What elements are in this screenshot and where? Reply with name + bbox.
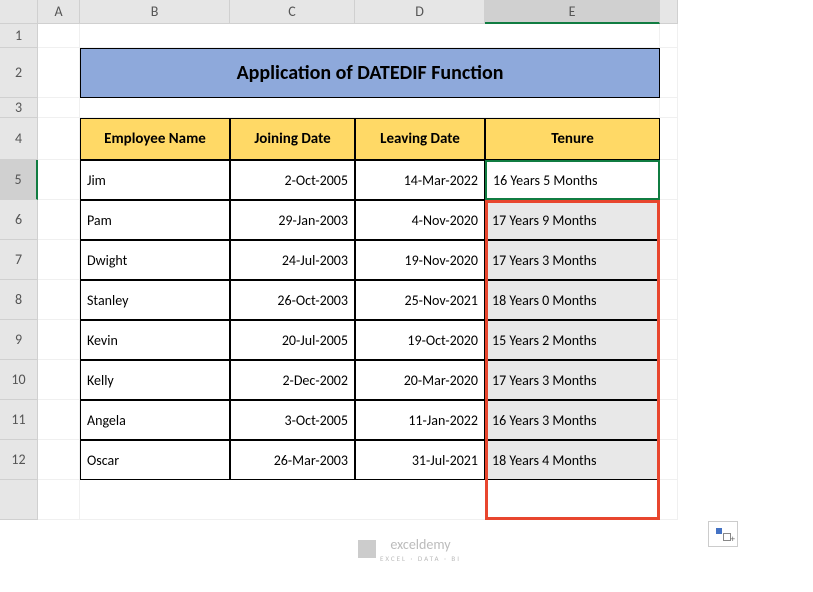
cell-c12[interactable]: 26-Mar-2003 <box>230 440 355 480</box>
cell-f7[interactable] <box>660 240 678 280</box>
cell-b6[interactable]: Pam <box>80 200 230 240</box>
cell-e8[interactable]: 18 Years 0 Months <box>485 280 660 320</box>
cell-a1[interactable] <box>38 24 80 48</box>
row-header-1[interactable]: 1 <box>0 24 38 48</box>
cell-f11[interactable] <box>660 400 678 440</box>
select-all-corner[interactable] <box>0 0 38 24</box>
watermark-subtitle: EXCEL · DATA · BI <box>380 554 461 563</box>
row-header-8[interactable]: 8 <box>0 280 38 320</box>
cell-b5[interactable]: Jim <box>80 160 230 200</box>
autofill-icon <box>716 528 730 540</box>
cell-e10[interactable]: 17 Years 3 Months <box>485 360 660 400</box>
header-joining[interactable]: Joining Date <box>230 118 355 160</box>
row-header-6[interactable]: 6 <box>0 200 38 240</box>
cell-f3[interactable] <box>660 98 678 118</box>
cell-f6[interactable] <box>660 200 678 240</box>
cell-d12[interactable]: 31-Jul-2021 <box>355 440 485 480</box>
cell-d7[interactable]: 19-Nov-2020 <box>355 240 485 280</box>
cell-b12[interactable]: Oscar <box>80 440 230 480</box>
col-header-b[interactable]: B <box>80 0 230 24</box>
cell-f10[interactable] <box>660 360 678 400</box>
cell-e7[interactable]: 17 Years 3 Months <box>485 240 660 280</box>
cell-e12[interactable]: 18 Years 4 Months <box>485 440 660 480</box>
title-cell[interactable]: Application of DATEDIF Function <box>80 48 660 98</box>
row-header-4[interactable]: 4 <box>0 118 38 160</box>
row-header-9[interactable]: 9 <box>0 320 38 360</box>
cell-c7[interactable]: 24-Jul-2003 <box>230 240 355 280</box>
cell-f12[interactable] <box>660 440 678 480</box>
cell-a9[interactable] <box>38 320 80 360</box>
cell-a12[interactable] <box>38 440 80 480</box>
cell-a13[interactable] <box>38 480 80 520</box>
cell-b11[interactable]: Angela <box>80 400 230 440</box>
row-header-5[interactable]: 5 <box>0 160 38 200</box>
cell-d11[interactable]: 11-Jan-2022 <box>355 400 485 440</box>
row-header-13[interactable] <box>0 480 38 520</box>
cell-a2[interactable] <box>38 48 80 98</box>
cell-e5[interactable]: 16 Years 5 Months <box>485 160 660 200</box>
cell-a5[interactable] <box>38 160 80 200</box>
cell-b3[interactable] <box>80 98 660 118</box>
cell-c5[interactable]: 2-Oct-2005 <box>230 160 355 200</box>
row-header-12[interactable]: 12 <box>0 440 38 480</box>
row-header-7[interactable]: 7 <box>0 240 38 280</box>
cell-f2[interactable] <box>660 48 678 98</box>
cell-a7[interactable] <box>38 240 80 280</box>
cell-f9[interactable] <box>660 320 678 360</box>
cell-a4[interactable] <box>38 118 80 160</box>
cell-c9[interactable]: 20-Jul-2005 <box>230 320 355 360</box>
col-header-e[interactable]: E <box>485 0 660 24</box>
cell-f4[interactable] <box>660 118 678 160</box>
col-header-a[interactable]: A <box>38 0 80 24</box>
cell-c11[interactable]: 3-Oct-2005 <box>230 400 355 440</box>
cell-f8[interactable] <box>660 280 678 320</box>
cell-d8[interactable]: 25-Nov-2021 <box>355 280 485 320</box>
cell-f1[interactable] <box>660 24 678 48</box>
cell-c10[interactable]: 2-Dec-2002 <box>230 360 355 400</box>
watermark: exceldemy EXCEL · DATA · BI <box>358 535 461 563</box>
cell-e6[interactable]: 17 Years 9 Months <box>485 200 660 240</box>
cell-d10[interactable]: 20-Mar-2020 <box>355 360 485 400</box>
cell-b7[interactable]: Dwight <box>80 240 230 280</box>
plus-icon: + <box>731 534 735 545</box>
watermark-icon <box>358 540 376 558</box>
row-header-2[interactable]: 2 <box>0 48 38 98</box>
cell-c6[interactable]: 29-Jan-2003 <box>230 200 355 240</box>
cell-b1[interactable] <box>80 24 660 48</box>
cell-e11[interactable]: 16 Years 3 Months <box>485 400 660 440</box>
col-header-f[interactable] <box>660 0 678 24</box>
cell-f13[interactable] <box>660 480 678 520</box>
cell-a11[interactable] <box>38 400 80 440</box>
cell-d5[interactable]: 14-Mar-2022 <box>355 160 485 200</box>
spreadsheet-grid: A B C D E 1 2 Application of DATEDIF Fun… <box>0 0 813 520</box>
cell-a8[interactable] <box>38 280 80 320</box>
cell-d9[interactable]: 19-Oct-2020 <box>355 320 485 360</box>
cell-e9[interactable]: 15 Years 2 Months <box>485 320 660 360</box>
cell-f5[interactable] <box>660 160 678 200</box>
cell-c8[interactable]: 26-Oct-2003 <box>230 280 355 320</box>
header-leaving[interactable]: Leaving Date <box>355 118 485 160</box>
header-name[interactable]: Employee Name <box>80 118 230 160</box>
cell-a10[interactable] <box>38 360 80 400</box>
row-header-3[interactable]: 3 <box>0 98 38 118</box>
cell-a3[interactable] <box>38 98 80 118</box>
cell-a6[interactable] <box>38 200 80 240</box>
col-header-d[interactable]: D <box>355 0 485 24</box>
autofill-options-button[interactable]: + <box>708 521 738 547</box>
row-header-11[interactable]: 11 <box>0 400 38 440</box>
cell-b9[interactable]: Kevin <box>80 320 230 360</box>
cell-b10[interactable]: Kelly <box>80 360 230 400</box>
cell-d6[interactable]: 4-Nov-2020 <box>355 200 485 240</box>
cell-b13[interactable] <box>80 480 660 520</box>
col-header-c[interactable]: C <box>230 0 355 24</box>
row-header-10[interactable]: 10 <box>0 360 38 400</box>
cell-b8[interactable]: Stanley <box>80 280 230 320</box>
watermark-text: exceldemy <box>390 536 450 553</box>
header-tenure[interactable]: Tenure <box>485 118 660 160</box>
